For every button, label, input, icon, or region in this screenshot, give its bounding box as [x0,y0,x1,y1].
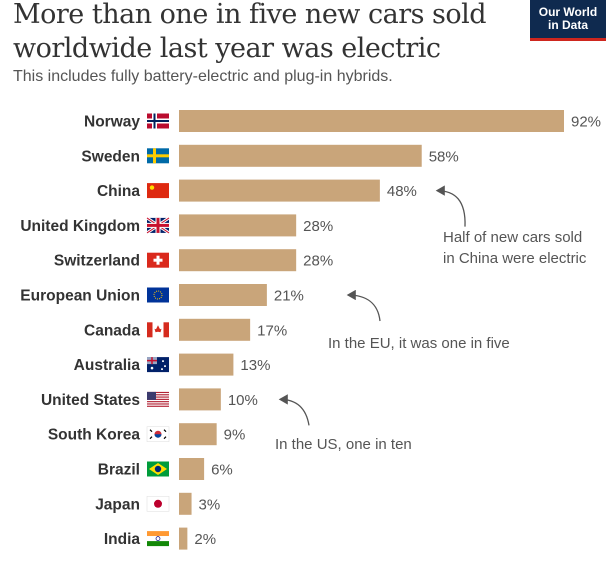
value-label-united-states: 10% [228,392,258,409]
value-label-china: 48% [387,183,417,200]
category-label-south-korea: South Korea [48,427,141,444]
bar-japan [179,492,192,515]
f [153,258,163,262]
f [147,536,169,542]
value-label-sweden: 58% [429,148,459,165]
category-label-sweden: Sweden [81,148,140,165]
logo-line2: in Data [547,18,588,32]
flag-india-icon [147,531,169,547]
bar-united-states [179,388,221,411]
bar-united-kingdom [179,214,297,237]
f [154,465,162,473]
bar-china [179,179,380,202]
category-label-australia: Australia [74,357,141,374]
category-label-european-union: European Union [20,288,140,305]
f [154,325,162,333]
value-label-brazil: 6% [211,462,233,479]
f [147,183,169,199]
category-label-brazil: Brazil [98,462,140,479]
value-label-united-kingdom: 28% [303,218,333,235]
f [147,322,153,338]
category-label-china: China [97,183,140,200]
value-label-south-korea: 9% [224,427,246,444]
annotation-text: in China were electric [443,250,587,267]
f [147,396,169,398]
bar-canada [179,318,251,341]
flag-norway-icon [147,113,169,129]
f [147,403,169,405]
owid-logo[interactable]: Our World in Data [530,0,606,41]
flag-south-korea-icon [146,426,170,442]
value-label-norway: 92% [571,114,601,131]
value-label-japan: 3% [199,496,221,513]
f [150,366,154,370]
bar-australia [179,353,234,376]
f [147,120,169,122]
bar-sweden [179,144,422,167]
f [149,429,167,440]
category-label-norway: Norway [84,114,140,131]
f [147,223,169,227]
f [149,185,155,190]
annotation-text: In the US, one in ten [275,436,412,453]
f [155,536,161,541]
f [147,391,156,400]
bar-india [179,527,188,550]
bar-south-korea [179,423,217,446]
f [154,434,162,438]
value-label-india: 2% [194,531,216,548]
chart-subtitle: This includes fully battery-electric and… [13,68,393,85]
f [147,401,169,403]
category-label-japan: Japan [95,496,140,513]
bar-switzerland [179,249,297,272]
flag-china-icon [147,183,169,199]
f [163,322,169,338]
f [147,531,169,537]
flag-european-union-icon [147,287,169,303]
value-label-european-union: 21% [274,288,304,305]
category-label-india: India [104,531,141,548]
flag-sweden-icon [147,148,169,164]
bar-norway [179,110,564,132]
flag-australia-icon [147,357,169,373]
flag-canada-icon [147,322,169,338]
f [147,405,169,407]
annotation-arrow [346,289,381,322]
f [147,541,169,547]
f [147,154,169,158]
chart-title: More than one in five new cars sold worl… [13,0,487,64]
f [164,365,166,368]
bar-brazil [179,458,205,480]
category-label-united-states: United States [41,392,140,409]
flag-brazil-icon [147,461,169,477]
annotation-text: In the EU, it was one in five [328,335,510,352]
f [153,290,163,300]
value-label-switzerland: 28% [303,253,333,270]
category-label-united-kingdom: United Kingdom [20,218,140,235]
annotation-arrow [435,185,466,227]
f [147,391,169,394]
f [162,360,164,363]
annotation-text: Half of new cars sold [443,229,582,246]
f [147,287,169,303]
value-label-australia: 13% [240,357,270,374]
flag-united-kingdom-icon [146,216,170,235]
annotation-arrow [278,394,310,426]
bar-european-union [179,284,267,306]
value-label-canada: 17% [257,322,287,339]
category-label-switzerland: Switzerland [54,253,140,270]
logo-line1: Our World [538,5,598,19]
f [147,394,169,396]
flag-japan-icon [146,496,170,512]
flag-united-states-icon [147,391,169,407]
f [154,499,162,508]
f [147,398,169,400]
f [161,368,163,371]
category-label-canada: Canada [84,322,140,339]
f [147,357,157,365]
flag-switzerland-icon [147,252,169,268]
